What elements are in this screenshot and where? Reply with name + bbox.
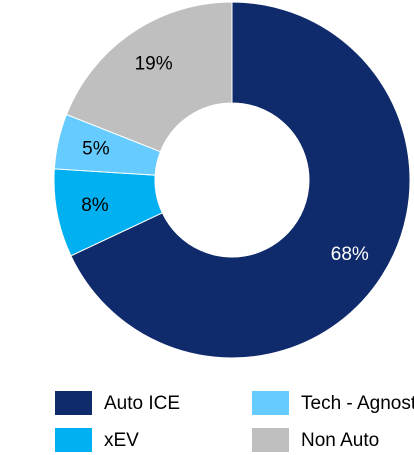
legend-label: Auto ICE <box>104 393 180 414</box>
slice-label: 19% <box>135 54 173 75</box>
slice <box>65 1 233 153</box>
slice <box>70 1 411 359</box>
legend-label: Non Auto <box>301 430 379 451</box>
legend-swatch <box>55 428 92 452</box>
legend-swatch <box>55 391 92 415</box>
slice-label: 8% <box>81 195 109 216</box>
legend-label: xEV <box>104 430 139 451</box>
slice-label: 5% <box>82 139 110 160</box>
legend-label: Tech - Agnostic <box>301 393 414 414</box>
legend-swatch <box>252 428 289 452</box>
legend-swatch <box>252 391 289 415</box>
slice-label: 68% <box>331 244 369 265</box>
